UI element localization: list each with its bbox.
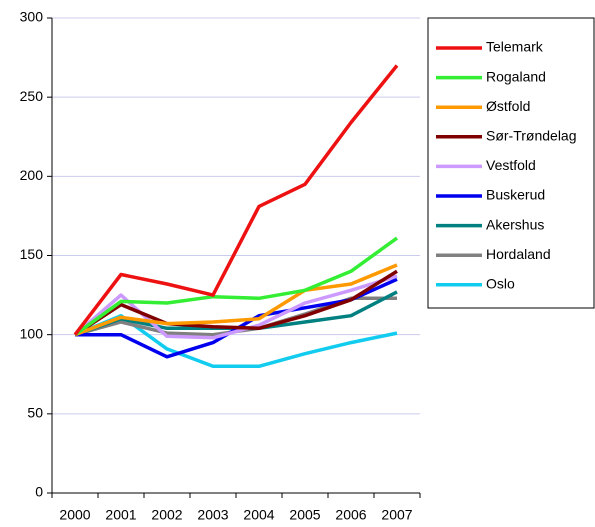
y-tick-label: 250 bbox=[20, 88, 44, 104]
legend-label: Østfold bbox=[486, 98, 530, 114]
y-tick-label: 50 bbox=[27, 405, 43, 421]
x-tick-label: 2005 bbox=[289, 507, 320, 523]
x-tick-label: 2000 bbox=[59, 507, 90, 523]
series-line bbox=[74, 269, 398, 337]
x-tick-label: 2003 bbox=[197, 507, 228, 523]
legend-label: Sør-Trøndelag bbox=[486, 128, 577, 144]
x-tick-label: 2002 bbox=[151, 507, 182, 523]
y-tick-label: 0 bbox=[35, 484, 43, 500]
y-tick-label: 300 bbox=[20, 9, 44, 25]
series-line bbox=[73, 64, 399, 336]
legend-label: Rogaland bbox=[486, 68, 546, 84]
x-tick-label: 2006 bbox=[335, 507, 366, 523]
y-tick-label: 100 bbox=[20, 325, 44, 341]
series-line bbox=[73, 236, 399, 337]
y-tick-label: 150 bbox=[20, 246, 44, 262]
x-tick-label: 2007 bbox=[381, 507, 412, 523]
legend-label: Vestfold bbox=[486, 157, 536, 173]
legend-label: Buskerud bbox=[486, 187, 545, 203]
series-line bbox=[74, 263, 398, 337]
legend-label: Akershus bbox=[486, 216, 544, 232]
legend-label: Telemark bbox=[486, 39, 544, 55]
x-tick-label: 2001 bbox=[105, 507, 136, 523]
y-tick-label: 200 bbox=[20, 167, 44, 183]
legend-box bbox=[427, 17, 595, 309]
legend-label: Oslo bbox=[486, 276, 515, 292]
legend-label: Hordaland bbox=[486, 246, 551, 262]
x-tick-label: 2004 bbox=[243, 507, 274, 523]
